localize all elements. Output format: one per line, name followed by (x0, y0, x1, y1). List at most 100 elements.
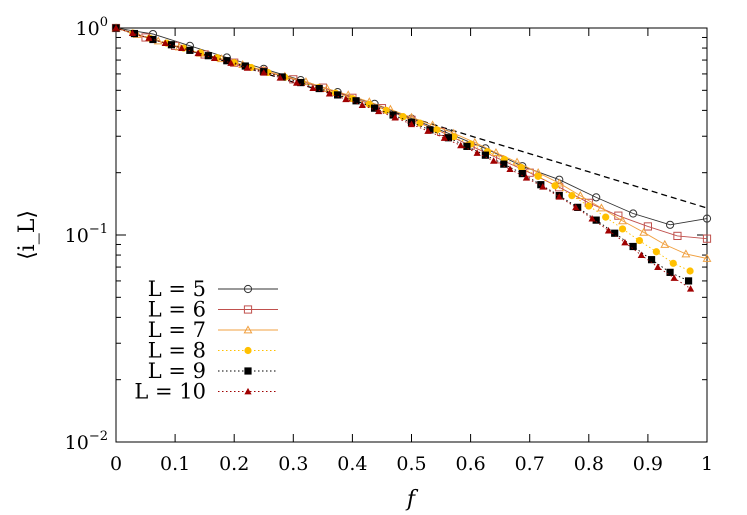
data-point (635, 236, 644, 245)
data-point (654, 263, 662, 270)
data-point (643, 222, 652, 231)
series-6 (112, 24, 695, 292)
x-tick-label: 0.2 (219, 453, 249, 475)
data-point (647, 256, 656, 264)
data-point (334, 91, 342, 99)
data-point (145, 34, 153, 41)
legend-swatch-marker (244, 367, 252, 375)
data-point (629, 242, 637, 251)
data-point (551, 182, 559, 190)
legend: L = 5L = 6L = 7L = 8L = 9L = 10 (134, 277, 278, 404)
series-line (115, 27, 691, 290)
data-point (534, 172, 542, 180)
data-point (637, 251, 645, 258)
legend-swatch-marker (244, 387, 252, 395)
data-point (167, 41, 176, 49)
data-point (568, 192, 576, 200)
series-line (115, 27, 689, 282)
x-tick-label: 0.8 (574, 453, 604, 475)
data-point (391, 114, 399, 121)
data-point (686, 285, 695, 292)
data-point (227, 59, 235, 66)
data-point (352, 97, 360, 105)
data-point (525, 168, 534, 177)
data-point (618, 225, 627, 233)
data-point (444, 134, 453, 142)
data-point (481, 151, 489, 159)
data-point (309, 84, 317, 92)
data-point (315, 84, 323, 93)
data-point (178, 44, 186, 51)
data-point (621, 238, 629, 246)
x-tick-label: 0.5 (396, 453, 426, 475)
legend-label: L = 7 (148, 318, 206, 342)
data-point (588, 215, 596, 222)
data-point (517, 163, 525, 172)
x-tick-label: 0.9 (633, 453, 663, 475)
data-point (489, 157, 498, 164)
data-point (343, 90, 353, 99)
x-tick-label: 0 (110, 453, 122, 475)
data-point (433, 126, 441, 134)
x-tick-label: 0.6 (455, 453, 485, 475)
y-tick-label: 10−2 (65, 429, 108, 454)
data-point (112, 24, 120, 31)
data-point (652, 248, 660, 256)
data-point (241, 62, 249, 70)
x-tick-label: 0.3 (278, 453, 308, 475)
data-point (670, 274, 678, 281)
data-point (592, 193, 601, 202)
series-line (115, 27, 691, 272)
legend-label: L = 9 (148, 359, 206, 383)
y-tick-label: 10−1 (65, 222, 108, 247)
series-5 (112, 24, 693, 285)
x-tick-label: 0.7 (515, 453, 545, 475)
data-point (204, 52, 212, 60)
data-point (574, 203, 582, 211)
x-tick-label: 0.1 (160, 453, 190, 475)
x-axis-label: f (405, 487, 419, 512)
data-point (389, 111, 397, 119)
data-point (500, 160, 508, 168)
data-point (572, 203, 580, 211)
data-point (618, 216, 627, 225)
data-point (604, 227, 613, 234)
data-point (575, 190, 585, 199)
data-point (639, 227, 649, 236)
data-point (702, 234, 712, 243)
data-point (518, 169, 526, 178)
x-tick-label: 0.4 (337, 453, 367, 475)
data-point (555, 193, 563, 200)
data-point (358, 101, 366, 109)
axis-ticks (115, 27, 708, 443)
series-layer (111, 23, 712, 292)
data-point (629, 209, 638, 218)
data-point (592, 216, 600, 224)
data-point (602, 213, 610, 221)
data-point (149, 35, 157, 44)
data-point (611, 229, 619, 237)
data-point (660, 239, 670, 248)
data-point (473, 149, 481, 156)
tick-labels: 0 0.1 0.2 0.3 0.4 0.5 0.6 0.7 0.8 0.9 1 100 10−1 10−2 (65, 15, 713, 475)
data-point (375, 107, 383, 115)
data-point (276, 74, 284, 81)
series-4 (112, 24, 694, 275)
data-point (407, 120, 416, 128)
legend-swatch-marker (243, 305, 253, 314)
data-point (554, 178, 564, 187)
data-point (128, 29, 137, 36)
data-point (686, 267, 694, 275)
data-point (325, 90, 334, 97)
series-2 (111, 23, 712, 243)
data-point (669, 259, 677, 267)
data-point (681, 249, 691, 258)
series-line (115, 27, 708, 226)
data-point (370, 104, 379, 112)
data-point (665, 220, 675, 229)
legend-label: L = 8 (148, 339, 206, 363)
legend-swatch-marker (243, 325, 253, 334)
data-point (293, 79, 301, 86)
y-tick-label: 100 (76, 15, 108, 40)
data-point (457, 141, 465, 149)
